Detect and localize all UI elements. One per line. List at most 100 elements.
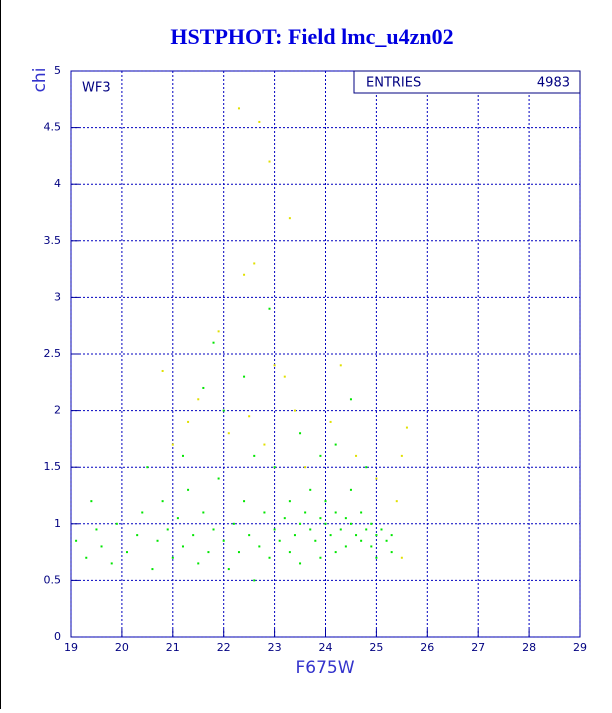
point <box>268 160 271 163</box>
point <box>212 341 215 344</box>
point <box>299 432 302 435</box>
point <box>187 420 190 423</box>
point <box>166 528 169 531</box>
point <box>268 307 271 310</box>
point <box>314 539 317 542</box>
point <box>273 528 276 531</box>
point <box>192 534 195 537</box>
point <box>151 568 154 571</box>
x-tick-label: 26 <box>420 641 434 654</box>
y-tick-label: 2.5 <box>44 347 62 360</box>
y-tick-label: 2 <box>54 404 61 417</box>
point <box>253 579 256 582</box>
point <box>212 528 215 531</box>
point <box>176 517 179 520</box>
point <box>385 539 388 542</box>
point <box>85 556 88 559</box>
y-tick-label: 0.5 <box>44 573 62 586</box>
point <box>349 522 352 525</box>
point <box>243 500 246 503</box>
point <box>329 534 332 537</box>
point <box>339 528 342 531</box>
point <box>288 551 291 554</box>
point <box>375 534 378 537</box>
point <box>100 545 103 548</box>
y-tick-label: 5 <box>54 64 61 77</box>
point <box>324 500 327 503</box>
point <box>365 528 368 531</box>
x-tick-label: 22 <box>217 641 231 654</box>
y-tick-label: 1 <box>54 517 61 530</box>
point <box>237 551 240 554</box>
y-axis-title: chi <box>30 68 50 93</box>
point <box>293 534 296 537</box>
y-tick-label: 1.5 <box>44 460 62 473</box>
x-tick-label: 19 <box>64 641 78 654</box>
point <box>146 466 149 469</box>
point <box>349 488 352 491</box>
point <box>90 500 93 503</box>
x-tick-label: 27 <box>471 641 485 654</box>
point <box>263 511 266 514</box>
point <box>319 517 322 520</box>
point <box>227 568 230 571</box>
point <box>125 551 128 554</box>
point <box>171 556 174 559</box>
point <box>360 539 363 542</box>
point <box>344 545 347 548</box>
point <box>222 409 225 412</box>
point <box>324 522 327 525</box>
point <box>319 454 322 457</box>
point <box>156 539 159 542</box>
point <box>243 273 246 276</box>
point <box>110 562 113 565</box>
point <box>319 556 322 559</box>
point <box>197 562 200 565</box>
point <box>258 545 261 548</box>
point <box>227 432 230 435</box>
x-tick-label: 21 <box>166 641 180 654</box>
point <box>75 539 78 542</box>
point <box>334 443 337 446</box>
point <box>253 262 256 265</box>
point <box>405 426 408 429</box>
point <box>202 511 205 514</box>
stats-box <box>353 70 581 94</box>
point <box>283 375 286 378</box>
x-tick-label: 29 <box>573 641 587 654</box>
point <box>288 500 291 503</box>
stats-value: 4983 <box>537 76 570 91</box>
point <box>207 551 210 554</box>
point <box>288 217 291 220</box>
point <box>349 398 352 401</box>
point <box>375 556 378 559</box>
point <box>217 330 220 333</box>
y-tick-label: 3.5 <box>44 234 62 247</box>
point <box>243 375 246 378</box>
point <box>355 454 358 457</box>
point <box>141 511 144 514</box>
point <box>136 534 139 537</box>
y-tick-label: 4 <box>54 177 61 190</box>
point <box>344 517 347 520</box>
y-tick-label: 3 <box>54 290 61 303</box>
x-tick-label: 28 <box>522 641 536 654</box>
point <box>187 488 190 491</box>
point <box>161 500 164 503</box>
point <box>380 528 383 531</box>
point <box>309 528 312 531</box>
point <box>299 522 302 525</box>
point <box>395 500 398 503</box>
point <box>329 420 332 423</box>
point <box>339 364 342 367</box>
point <box>258 120 261 123</box>
point <box>248 534 251 537</box>
point <box>360 511 363 514</box>
point <box>217 477 220 480</box>
point <box>197 398 200 401</box>
point <box>375 477 378 480</box>
point <box>304 511 307 514</box>
point <box>370 545 373 548</box>
point <box>95 528 98 531</box>
